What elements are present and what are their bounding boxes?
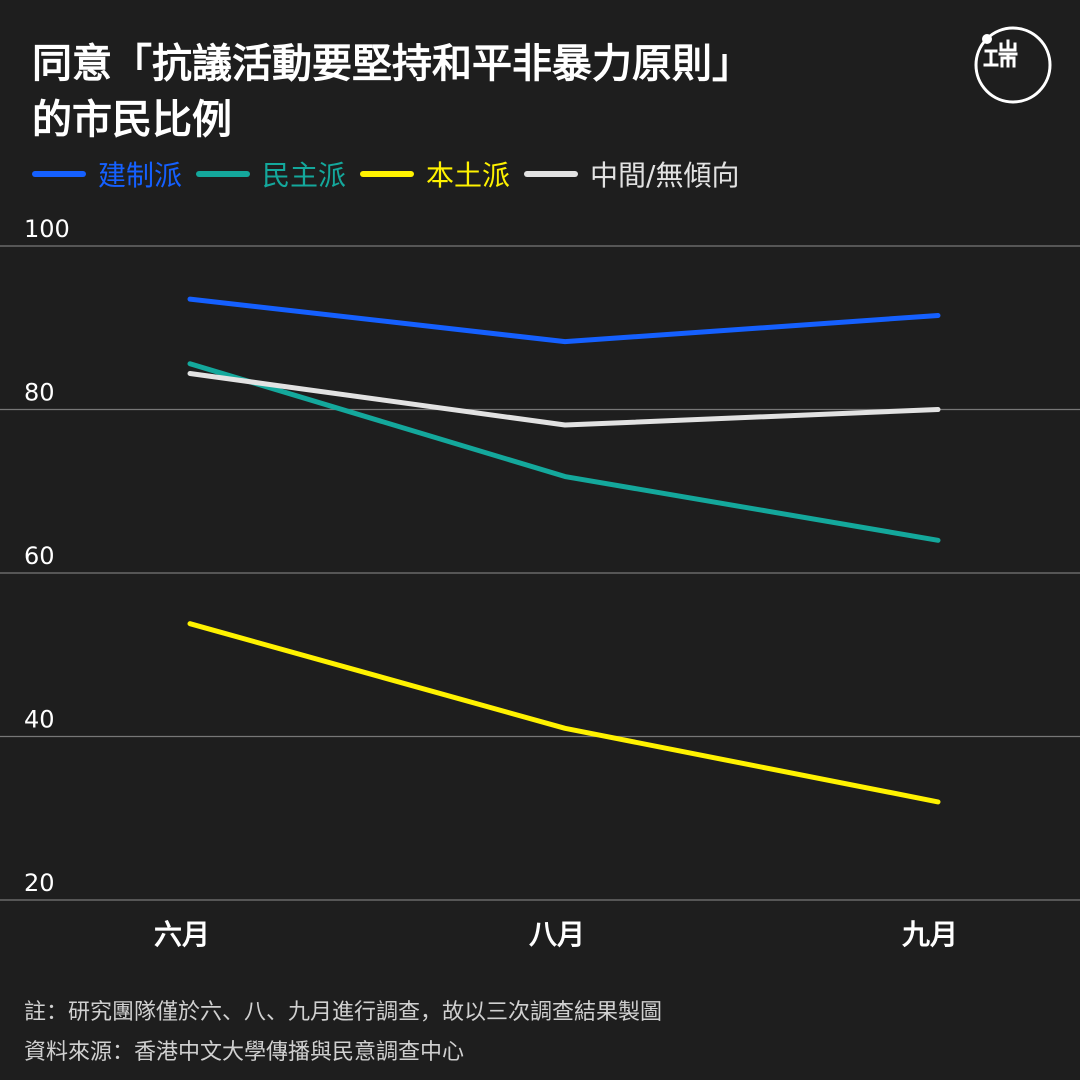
title-line-2: 的市民比例: [32, 97, 232, 143]
y-tick-label-60: 60: [24, 542, 55, 570]
x-tick-label-0: 六月: [154, 918, 210, 951]
brand-logo-icon: [974, 26, 1052, 104]
series-line-3: [187, 371, 941, 428]
y-tick-label-80: 80: [24, 379, 55, 407]
chart-title: 同意「抗議活動要堅持和平非暴力原則」 的市民比例: [32, 36, 932, 148]
legend-label-0: 建制派: [98, 159, 183, 192]
x-tick-label-1: 八月: [529, 918, 585, 951]
line-chart: 20 40 60 80 100 六月 八月 九月: [0, 215, 1080, 951]
legend-label-3: 中間/無傾向: [590, 159, 740, 192]
series-line-1: [187, 361, 941, 543]
legend-item-3: 中間/無傾向: [524, 154, 739, 194]
series-line-2: [187, 621, 941, 805]
legend-swatch-3: [524, 171, 579, 177]
series-line-0: [187, 296, 941, 345]
chart-legend: 建制派 民主派 本土派 中間/無傾向: [32, 154, 753, 194]
legend-item-1: 民主派: [196, 154, 346, 194]
y-tick-label-40: 40: [24, 706, 55, 734]
legend-item-2: 本土派: [360, 154, 510, 194]
legend-swatch-2: [360, 171, 415, 177]
x-tick-label-2: 九月: [902, 918, 958, 951]
legend-item-0: 建制派: [32, 154, 182, 194]
footnote: 註：研究團隊僅於六、八、九月進行調查，故以三次調查結果製圖: [24, 1000, 663, 1025]
legend-label-2: 本土派: [426, 159, 511, 192]
legend-label-1: 民主派: [262, 159, 347, 192]
y-tick-label-100: 100: [24, 215, 70, 243]
legend-swatch-0: [32, 171, 86, 177]
source-note: 資料來源：香港中文大學傳播與民意調查中心: [24, 1040, 465, 1065]
legend-swatch-1: [196, 171, 251, 177]
y-tick-label-20: 20: [24, 869, 55, 897]
title-line-1: 同意「抗議活動要堅持和平非暴力原則」: [32, 41, 752, 87]
